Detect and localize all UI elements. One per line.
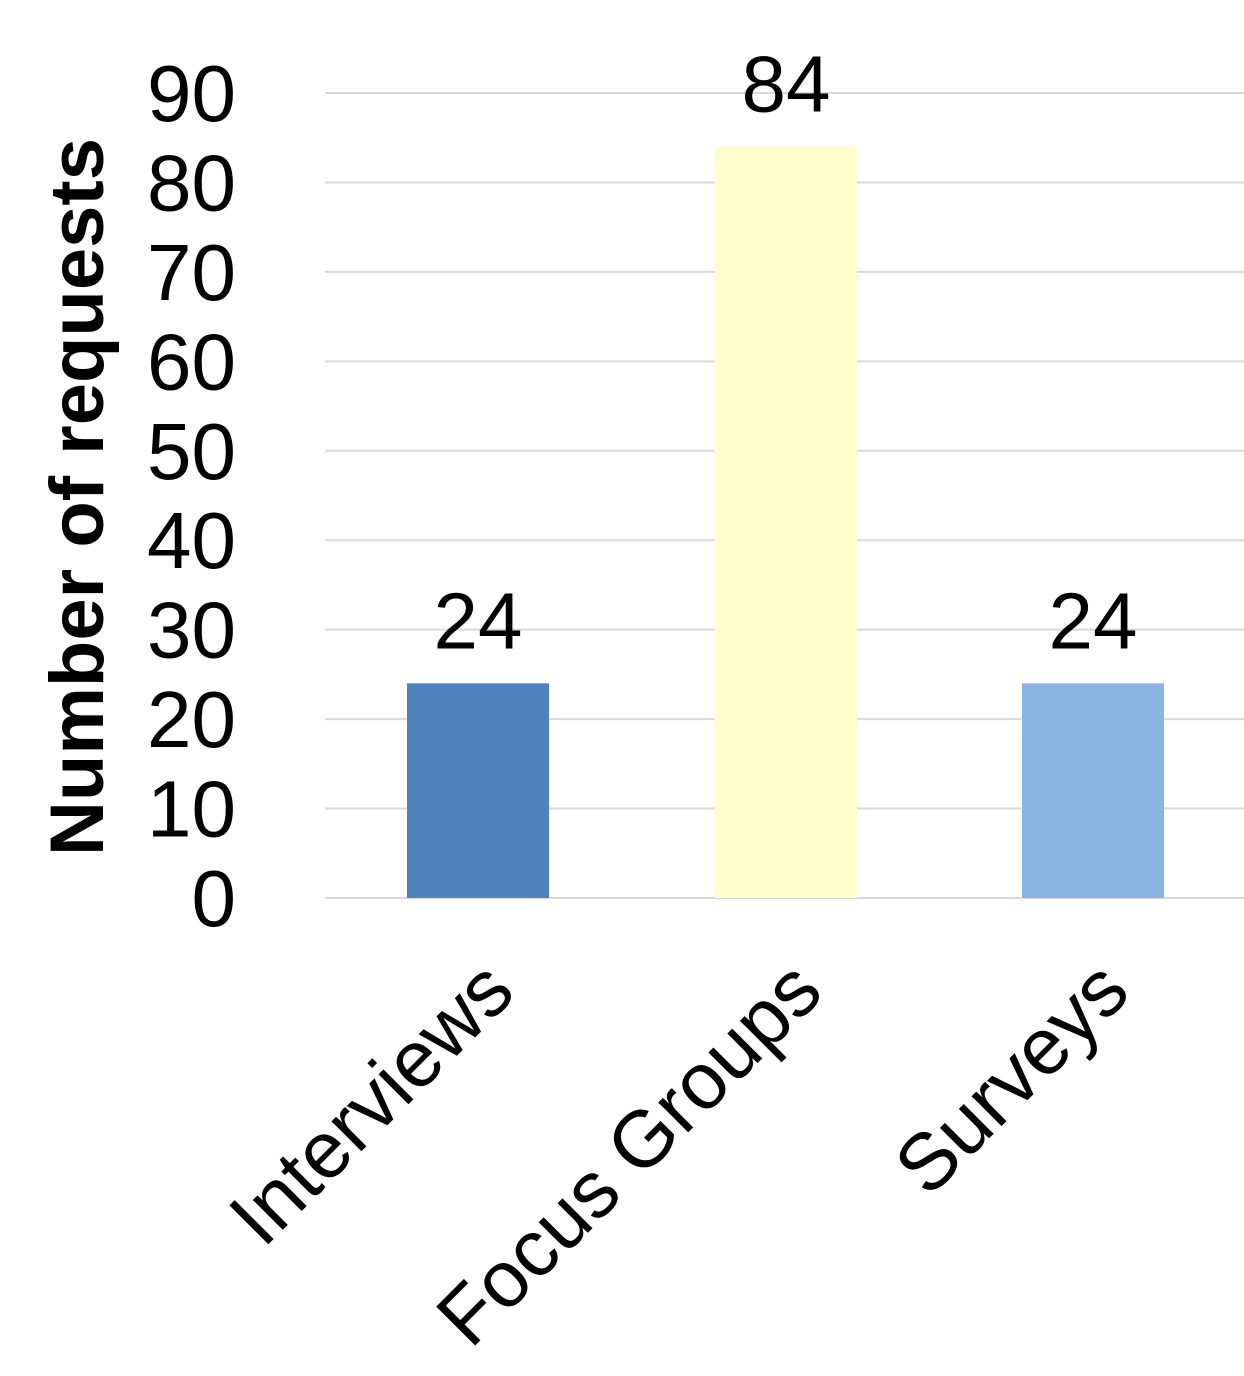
data-label: 24 xyxy=(434,576,523,665)
x-tick-label: Interviews xyxy=(212,944,530,1262)
data-label: 84 xyxy=(742,40,831,129)
x-tick-label: Surveys xyxy=(878,944,1145,1211)
y-tick-label: 40 xyxy=(147,496,236,585)
y-tick-label: 90 xyxy=(147,49,236,138)
y-tick-label: 80 xyxy=(147,138,236,227)
y-tick-label: 20 xyxy=(147,675,236,764)
y-tick-label: 70 xyxy=(147,228,236,317)
bar-surveys xyxy=(1022,683,1164,898)
y-tick-label: 60 xyxy=(147,317,236,406)
data-label: 24 xyxy=(1049,576,1138,665)
y-tick-label: 50 xyxy=(147,407,236,496)
bar-interviews xyxy=(407,683,549,898)
data-labels: 24 84 24 xyxy=(434,40,1138,666)
y-axis-title: Number of requests xyxy=(35,138,120,856)
y-tick-label: 10 xyxy=(147,765,236,854)
y-tick-label: 0 xyxy=(192,854,237,943)
y-tick-label: 30 xyxy=(147,586,236,675)
bars xyxy=(407,146,1164,898)
bar-focus-groups xyxy=(715,146,857,898)
